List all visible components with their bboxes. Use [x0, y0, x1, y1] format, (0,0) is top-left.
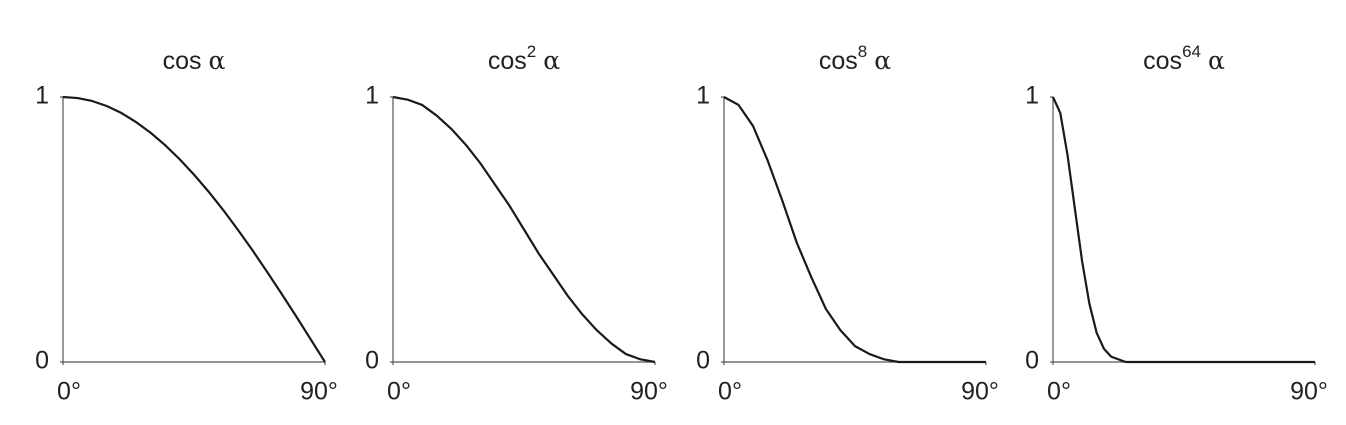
chart-title: cos64 α: [1143, 42, 1225, 74]
title-space: [202, 47, 209, 75]
title-superscript: 8: [858, 42, 867, 61]
y-tick-label: 0: [696, 347, 710, 375]
title-base: cos: [1143, 47, 1182, 75]
title-symbol: α: [874, 46, 891, 75]
chart-title: cos2 α: [488, 42, 560, 74]
x-tick-label: 90°: [300, 378, 338, 406]
title-space: [536, 47, 543, 75]
y-tick-label: 1: [696, 82, 710, 110]
title-symbol: α: [1208, 46, 1225, 75]
y-tick-label: 1: [365, 82, 379, 110]
x-tick-label: 90°: [961, 378, 999, 406]
title-superscript: 64: [1182, 42, 1201, 61]
y-tick-label: 0: [1025, 347, 1039, 375]
title-base: cos: [488, 47, 527, 75]
y-tick-label: 0: [365, 347, 379, 375]
title-space: [867, 47, 874, 75]
panel: cos8 α 0 1 0° 90°: [696, 42, 999, 405]
x-tick-label: 90°: [1290, 378, 1328, 406]
curve: [62, 95, 326, 363]
y-tick-label: 1: [1025, 82, 1039, 110]
x-tick-label: 0°: [718, 378, 742, 406]
title-superscript: 2: [527, 42, 536, 61]
chart-title: cos α: [163, 46, 226, 75]
panel: cos64 α 0 1 0° 90°: [1025, 42, 1328, 405]
x-tick-label: 0°: [1047, 378, 1071, 406]
y-tick-label: 0: [35, 347, 49, 375]
title-base: cos: [819, 47, 858, 75]
y-tick-label: 1: [35, 82, 49, 110]
title-symbol: α: [543, 46, 560, 75]
chart-title: cos8 α: [819, 42, 891, 74]
title-symbol: α: [208, 46, 225, 75]
curve: [392, 95, 656, 364]
curve: [723, 96, 986, 364]
curve: [1051, 96, 1315, 364]
x-tick-label: 90°: [630, 378, 668, 406]
title-base: cos: [163, 47, 202, 75]
panel: cos2 α 0 1 0° 90°: [365, 42, 668, 405]
title-space: [1201, 47, 1208, 75]
x-tick-label: 0°: [387, 378, 411, 406]
panel: cos α 0 1 0° 90°: [35, 46, 338, 406]
x-tick-label: 0°: [57, 378, 81, 406]
